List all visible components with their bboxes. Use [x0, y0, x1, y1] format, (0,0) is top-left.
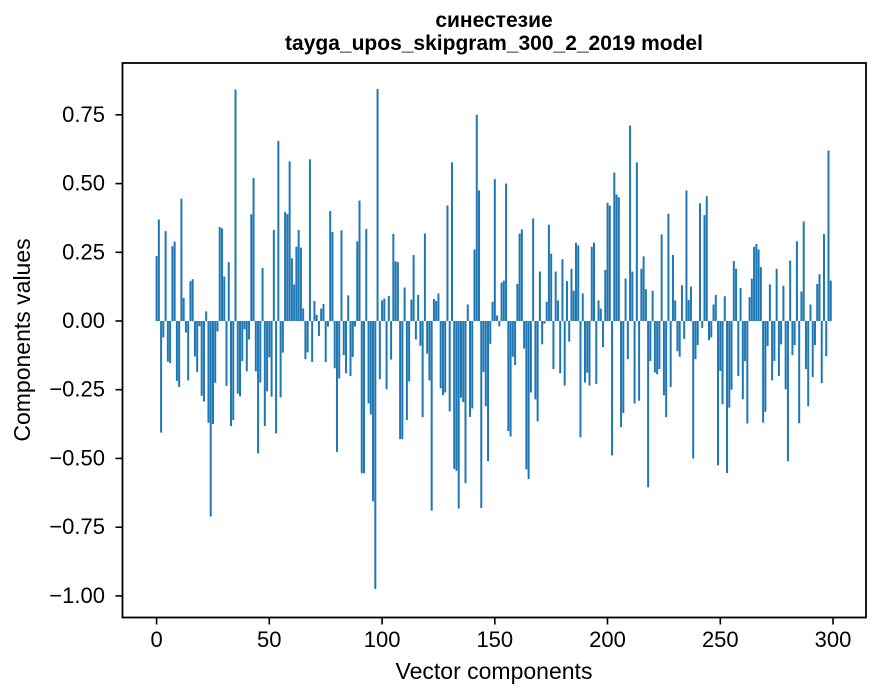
svg-text:0.25: 0.25 — [62, 239, 105, 264]
svg-text:0.00: 0.00 — [62, 308, 105, 333]
svg-text:−0.25: −0.25 — [49, 377, 105, 402]
svg-text:50: 50 — [257, 627, 281, 652]
svg-text:0.50: 0.50 — [62, 171, 105, 196]
svg-text:−0.50: −0.50 — [49, 445, 105, 470]
svg-text:0.75: 0.75 — [62, 102, 105, 127]
svg-text:−0.75: −0.75 — [49, 514, 105, 539]
svg-text:синестезие: синестезие — [435, 9, 552, 32]
svg-text:0: 0 — [150, 627, 162, 652]
svg-text:250: 250 — [702, 627, 739, 652]
svg-text:tayga_upos_skipgram_300_2_2019: tayga_upos_skipgram_300_2_2019 model — [285, 32, 703, 55]
svg-text:Vector components: Vector components — [396, 658, 593, 684]
svg-text:150: 150 — [476, 627, 513, 652]
svg-text:200: 200 — [589, 627, 626, 652]
svg-text:Components values: Components values — [9, 238, 35, 441]
svg-text:100: 100 — [364, 627, 401, 652]
svg-text:300: 300 — [815, 627, 852, 652]
svg-text:−1.00: −1.00 — [49, 583, 105, 608]
